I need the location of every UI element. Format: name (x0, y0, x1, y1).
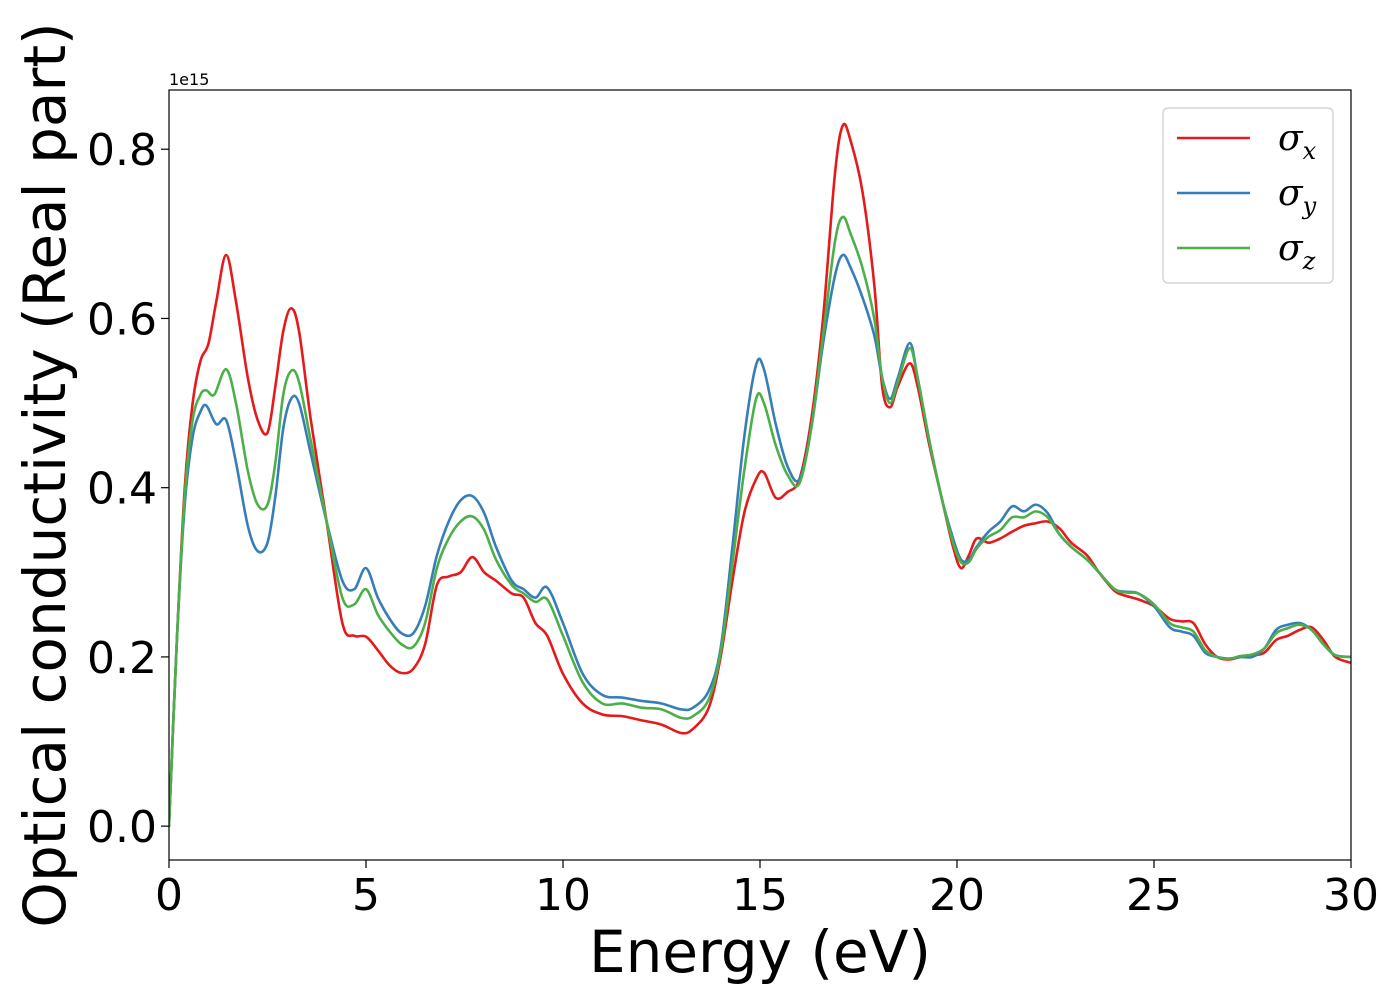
series-line-x (169, 122, 1351, 828)
x-tick-label: 5 (352, 870, 380, 921)
x-axis-title: Energy (eV) (589, 918, 931, 986)
plot-frame (168, 89, 1352, 861)
legend-label-x: σx (1278, 118, 1317, 165)
y-tick-label: 0.4 (87, 464, 157, 515)
x-tick-label: 25 (1126, 870, 1182, 921)
x-axis-ticks: 0 5 10 15 20 25 30 (155, 860, 1379, 921)
plot-series (169, 122, 1351, 828)
x-tick-label: 15 (732, 870, 788, 921)
x-tick-label: 0 (155, 870, 183, 921)
y-axis-ticks: 0.0 0.2 0.4 0.6 0.8 (87, 125, 169, 853)
x-tick-label: 20 (929, 870, 985, 921)
x-tick-label: 30 (1323, 870, 1379, 921)
y-tick-label: 0.6 (87, 294, 157, 345)
y-axis-title: Optical conductivity (Real part) (11, 22, 79, 927)
legend-box (1162, 107, 1334, 284)
series-line-y (169, 253, 1351, 828)
y-offset-label: 1e15 (169, 70, 209, 89)
legend-label-z: σz (1278, 228, 1316, 275)
y-tick-label: 0.8 (87, 125, 157, 176)
legend: σx σy σz (1162, 107, 1334, 284)
y-tick-label: 0.2 (87, 633, 157, 684)
y-tick-label: 0.0 (87, 802, 157, 853)
legend-label-y: σy (1278, 173, 1317, 220)
series-line-z (169, 215, 1351, 828)
x-tick-label: 10 (535, 870, 591, 921)
